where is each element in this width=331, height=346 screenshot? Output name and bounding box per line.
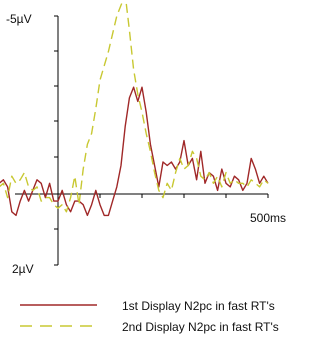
- x-tick-label: 500ms: [250, 211, 286, 225]
- y-top-label: -5µV: [6, 12, 32, 26]
- series-2nd-display-line: [0, 0, 269, 213]
- legend-label-1st-display: 1st Display N2pc in fast RT's: [122, 299, 275, 313]
- y-bottom-label: 2µV: [12, 262, 34, 276]
- legend-label-2nd-display: 2nd Display N2pc in fast RT's: [122, 320, 279, 334]
- series-1st-display-line: [0, 86, 269, 217]
